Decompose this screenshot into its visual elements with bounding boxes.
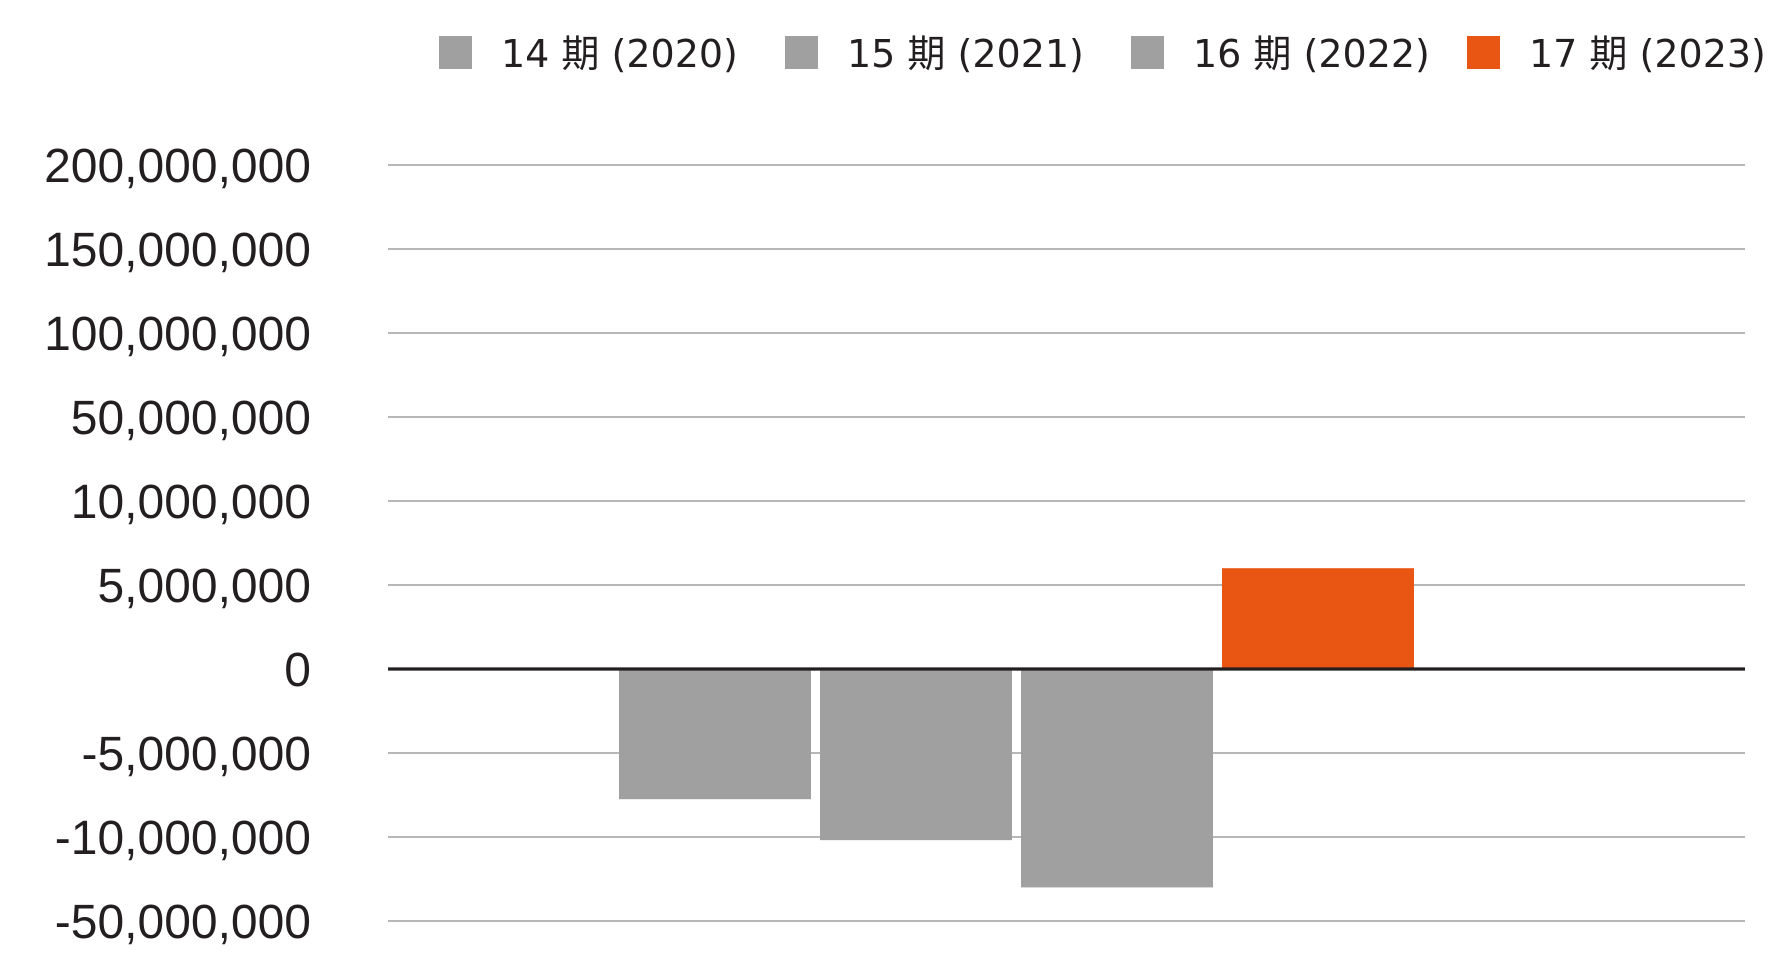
legend-item: 16 期 (2022) bbox=[1131, 32, 1430, 76]
bar bbox=[1021, 669, 1213, 888]
y-tick-label: 100,000,000 bbox=[44, 308, 311, 361]
y-tick-label: -10,000,000 bbox=[55, 812, 311, 865]
legend-swatch bbox=[785, 36, 818, 69]
y-tick-label: -50,000,000 bbox=[55, 896, 311, 949]
legend-item: 14 期 (2020) bbox=[439, 32, 738, 76]
legend-item: 15 期 (2021) bbox=[785, 32, 1084, 76]
bars bbox=[619, 568, 1414, 888]
y-tick-label: 50,000,000 bbox=[71, 392, 311, 445]
legend-label: 15 期 (2021) bbox=[847, 32, 1084, 76]
legend-label: 16 期 (2022) bbox=[1193, 32, 1430, 76]
legend-swatch bbox=[1467, 36, 1500, 69]
y-tick-label: 5,000,000 bbox=[97, 560, 311, 613]
legend-item: 17 期 (2023) bbox=[1467, 32, 1766, 76]
bar bbox=[619, 669, 811, 800]
gridlines bbox=[388, 164, 1745, 922]
bar bbox=[820, 669, 1012, 841]
legend-label: 14 期 (2020) bbox=[501, 32, 738, 76]
y-tick-label: 150,000,000 bbox=[44, 224, 311, 277]
legend-swatch bbox=[439, 36, 472, 69]
y-tick-label: 10,000,000 bbox=[71, 476, 311, 529]
legend-label: 17 期 (2023) bbox=[1529, 32, 1766, 76]
chart-legend: 14 期 (2020) 15 期 (2021) 16 期 (2022) 17 期 (2… bbox=[439, 32, 1766, 76]
y-tick-label: 200,000,000 bbox=[44, 140, 311, 193]
y-tick-label: -5,000,000 bbox=[81, 728, 311, 781]
y-axis: 200,000,000 150,000,000 100,000,000 50,000,… bbox=[44, 140, 311, 949]
legend-swatch bbox=[1131, 36, 1164, 69]
bar bbox=[1222, 568, 1414, 669]
y-tick-label: 0 bbox=[284, 644, 311, 697]
